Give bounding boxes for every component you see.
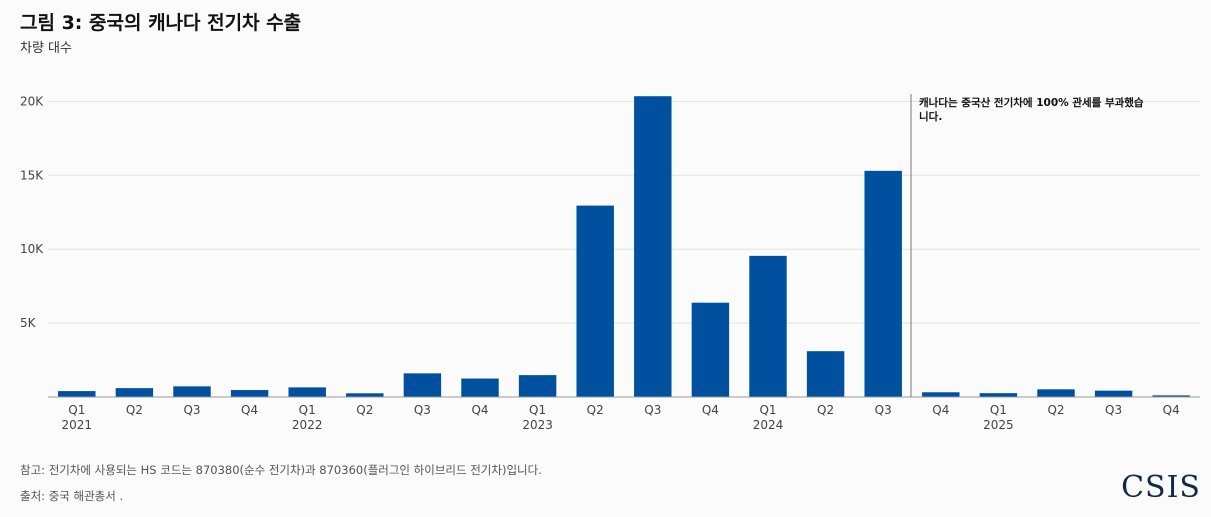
bar (1152, 395, 1190, 397)
x-tick-label: Q4 (702, 403, 719, 417)
bar (288, 387, 326, 397)
bar (518, 375, 557, 397)
annotation-text: 니다. (919, 110, 942, 123)
bar (403, 373, 442, 397)
x-tick-label: Q1 (759, 403, 776, 417)
y-tick-label: 15K (20, 168, 44, 182)
x-tick-label: Q4 (471, 403, 488, 417)
source-note: 출처: 중국 해관총서 . (20, 489, 124, 503)
bar (1094, 390, 1133, 397)
bar (230, 390, 269, 397)
x-year-label: 2023 (522, 418, 553, 432)
x-tick-label: Q3 (183, 403, 200, 417)
y-tick-label: 10K (20, 242, 44, 256)
footnote: 참고: 전기차에 사용되는 HS 코드는 870380(순수 전기차)과 870… (20, 463, 542, 477)
x-tick-label: Q1 (299, 403, 316, 417)
x-year-label: 2024 (753, 418, 784, 432)
bar (922, 392, 960, 397)
bar (864, 170, 902, 397)
chart-subtitle: 차량 대수 (20, 41, 72, 56)
x-year-label: 2025 (983, 418, 1014, 432)
x-tick-label: Q2 (126, 403, 143, 417)
x-tick-label: Q3 (1105, 403, 1122, 417)
x-tick-label: Q1 (529, 403, 546, 417)
x-tick-label: Q4 (241, 403, 258, 417)
bar (576, 205, 614, 397)
x-year-label: 2022 (292, 418, 323, 432)
annotation-text: 캐나다는 중국산 전기차에 100% 관세를 부과했습 (919, 96, 1144, 109)
y-tick-label: 20K (20, 94, 44, 108)
x-tick-label: Q4 (1163, 403, 1180, 417)
bar (691, 302, 730, 397)
x-tick-label: Q4 (932, 403, 949, 417)
bar (346, 393, 384, 397)
chart-title: 그림 3: 중국의 캐나다 전기차 수출 (20, 12, 302, 34)
bar (173, 386, 211, 397)
bar (115, 388, 154, 397)
x-tick-label: Q3 (414, 403, 431, 417)
x-tick-label: Q2 (1047, 403, 1064, 417)
x-tick-label: Q1 (68, 403, 85, 417)
y-tick-label: 5K (20, 316, 37, 330)
x-tick-label: Q2 (356, 403, 373, 417)
bar (634, 96, 672, 397)
bar (749, 255, 787, 397)
x-tick-label: Q3 (875, 403, 892, 417)
bar (979, 393, 1018, 397)
bar (1037, 389, 1075, 397)
x-tick-label: Q2 (587, 403, 604, 417)
x-tick-label: Q1 (990, 403, 1007, 417)
csis-logo: CSIS (1121, 470, 1201, 505)
x-tick-label: Q2 (817, 403, 834, 417)
x-tick-label: Q3 (644, 403, 661, 417)
x-year-label: 2021 (62, 418, 93, 432)
bar (58, 391, 96, 397)
bar (461, 378, 499, 397)
bar (806, 351, 845, 397)
